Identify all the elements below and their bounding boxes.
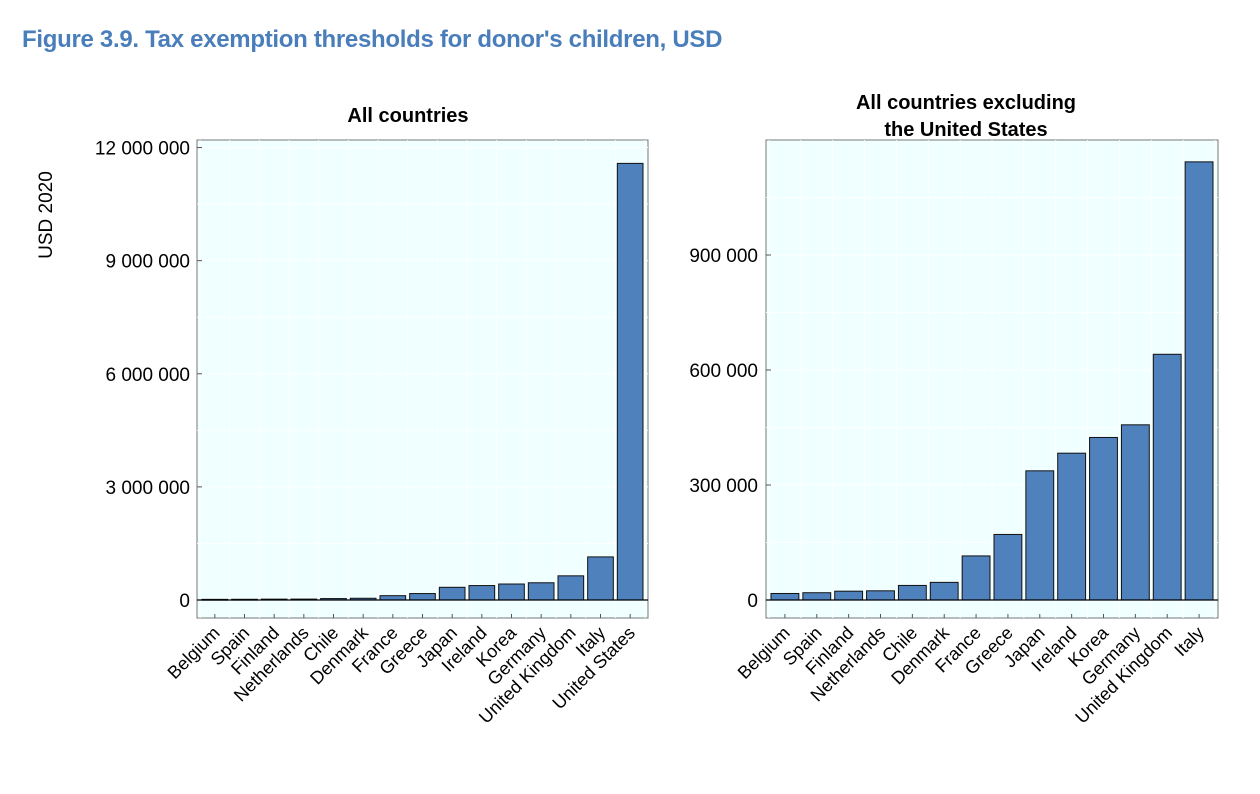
bar-italy bbox=[587, 556, 614, 601]
bar-germany bbox=[1120, 424, 1150, 601]
y-tick-label: 600 000 bbox=[689, 361, 758, 382]
bar-germany bbox=[527, 582, 555, 601]
bar-united-kingdom bbox=[557, 575, 585, 601]
bar-united-states bbox=[616, 162, 644, 601]
y-tick-label: 0 bbox=[179, 591, 190, 612]
bar-japan bbox=[438, 586, 466, 601]
y-tick-label: 0 bbox=[747, 591, 758, 612]
bar-greece bbox=[409, 593, 436, 601]
panel-title: the United States bbox=[884, 119, 1047, 141]
bar-ireland bbox=[1057, 452, 1087, 601]
bar-japan bbox=[1025, 470, 1055, 601]
bar-france bbox=[961, 555, 991, 601]
panel-title: All countries excluding bbox=[856, 92, 1076, 114]
panel-title: All countries bbox=[347, 105, 468, 127]
y-tick-label: 12 000 000 bbox=[95, 139, 190, 160]
y-tick-label: 900 000 bbox=[689, 246, 758, 267]
bar-greece bbox=[993, 533, 1023, 601]
figure-title: Figure 3.9. Tax exemption thresholds for… bbox=[22, 26, 723, 53]
y-tick-label: 3 000 000 bbox=[105, 478, 190, 499]
plot-area bbox=[196, 139, 649, 619]
bar-united-kingdom bbox=[1152, 353, 1182, 601]
bar-italy bbox=[1184, 161, 1214, 601]
bar-denmark bbox=[929, 581, 959, 601]
y-axis-label: USD 2020 bbox=[36, 171, 57, 259]
bar-chile bbox=[897, 584, 927, 601]
bar-korea bbox=[498, 583, 525, 601]
y-tick-label: 9 000 000 bbox=[105, 252, 190, 273]
bar-spain bbox=[802, 592, 832, 601]
bar-finland bbox=[834, 590, 864, 601]
bar-netherlands bbox=[866, 590, 895, 601]
bar-ireland bbox=[468, 585, 496, 601]
bar-belgium bbox=[770, 592, 800, 601]
x-category-label: Italy bbox=[1170, 623, 1207, 660]
bar-korea bbox=[1089, 436, 1118, 601]
y-tick-label: 300 000 bbox=[689, 476, 758, 497]
bar-france bbox=[379, 595, 407, 601]
y-tick-label: 6 000 000 bbox=[105, 365, 190, 386]
